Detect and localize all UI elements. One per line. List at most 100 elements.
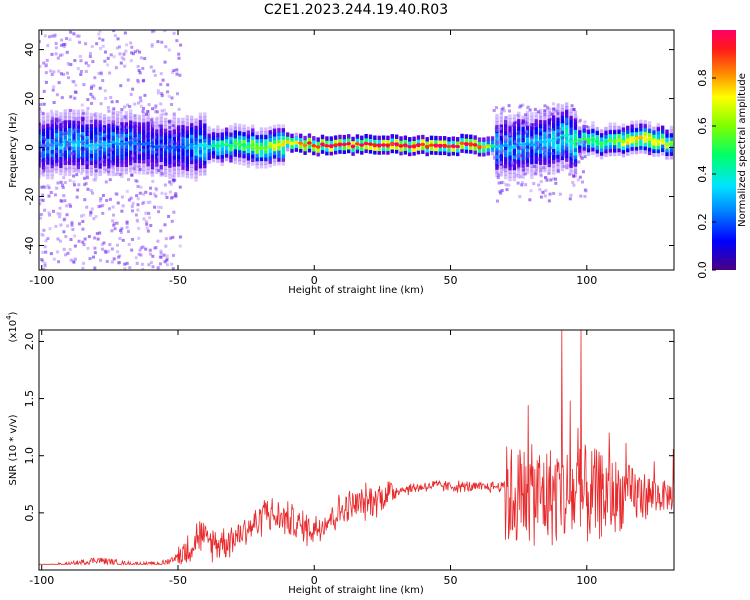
heatmap-cell [203,171,207,176]
heatmap-cell [630,142,634,148]
heatmap-cell [242,146,246,151]
heatmap-noise-cell [547,171,551,175]
heatmap-noise-cell [111,213,115,217]
heatmap-noise-cell [59,180,63,184]
heatmap-ridge-cell [616,138,622,142]
heatmap-noise-cell [79,59,83,63]
heatmap-cell [412,151,416,156]
heatmap-cell [115,129,120,134]
heatmap-cell [626,133,630,138]
heatmap-cell [98,120,102,125]
heatmap-ridge-cell [167,146,173,151]
heatmap-noise-cell [544,152,548,156]
heatmap-noise-cell [159,249,163,253]
heatmap-ridge-cell [620,139,626,144]
heatmap-noise-cell [69,30,73,34]
heatmap-noise-cell [70,221,74,225]
heatmap-cell [111,142,115,147]
heatmap-cell [229,132,233,137]
heatmap-noise-cell [556,132,560,136]
heatmap-cell [665,129,669,134]
heatmap-cell [237,156,242,162]
heatmap-cell [159,168,163,174]
heatmap-cell [569,170,573,176]
heatmap-cell [211,128,216,133]
heatmap-noise-cell [123,144,127,148]
heatmap-noise-cell [132,166,136,170]
heatmap-ridge-cell [376,143,382,147]
heatmap-cell [565,113,569,118]
heatmap-noise-cell [157,169,161,173]
y-tick-label: 20 [23,92,36,106]
heatmap-cell [277,153,281,159]
heatmap-noise-cell [64,253,68,257]
heatmap-cell [621,127,626,132]
heatmap-noise-cell [84,61,88,65]
heatmap-noise-cell [93,266,97,270]
heatmap-cell [617,140,621,145]
heatmap-noise-cell [175,39,179,43]
heatmap-cell [146,165,150,171]
heatmap-noise-cell [72,174,76,178]
heatmap-cell [277,160,281,166]
heatmap-cell [469,138,473,143]
heatmap-cell [612,140,617,146]
heatmap-cell [394,138,399,143]
heatmap-cell [46,163,50,169]
heatmap-cell [547,122,551,127]
heatmap-cell [163,154,168,159]
heatmap-noise-cell [142,200,146,204]
heatmap-noise-cell [66,61,70,65]
heatmap-noise-cell [139,253,143,257]
heatmap-cell [76,146,81,151]
heatmap-cell [521,155,525,161]
heatmap-cell [499,168,504,173]
heatmap-cell [107,167,111,173]
heatmap-cell [237,127,242,132]
heatmap-cell [591,132,595,137]
heatmap-noise-cell [133,114,137,118]
heatmap-noise-cell [154,150,158,154]
heatmap-noise-cell [159,72,163,76]
heatmap-cell [89,156,94,162]
heatmap-cell [50,156,54,161]
heatmap-cell [102,169,107,174]
heatmap-noise-cell [116,250,120,254]
heatmap-cell [643,145,647,151]
heatmap-cell [198,145,203,151]
heatmap-noise-cell [106,155,110,159]
heatmap-cell [115,162,120,167]
heatmap-cell [150,161,155,166]
heatmap-cell [294,147,299,152]
heatmap-noise-cell [79,156,83,160]
heatmap-cell [264,164,268,169]
heatmap-cell [512,154,517,160]
heatmap-noise-cell [578,175,582,179]
heatmap-cell [159,120,163,126]
heatmap-noise-cell [96,237,100,241]
heatmap-cell [460,148,464,153]
heatmap-cell [163,135,168,141]
heatmap-cell [647,121,652,126]
heatmap-cell [612,129,617,135]
heatmap-cell [517,119,521,124]
heatmap-cell [595,149,599,154]
heatmap-cell [499,113,504,118]
heatmap-noise-cell [39,149,41,153]
heatmap-cell [85,116,89,122]
heatmap-noise-cell [123,31,127,35]
heatmap-noise-cell [542,166,546,170]
heatmap-cell [203,145,207,150]
heatmap-noise-cell [85,205,89,209]
heatmap-noise-cell [170,262,174,266]
heatmap-cell [229,125,233,130]
heatmap-noise-cell [559,152,563,156]
heatmap-cell [612,133,617,138]
heatmap-noise-cell [171,253,175,257]
heatmap-cell [307,133,312,138]
heatmap-cell [120,114,124,120]
heatmap-cell [543,167,547,173]
heatmap-noise-cell [46,237,50,241]
heatmap-noise-cell [123,64,127,68]
